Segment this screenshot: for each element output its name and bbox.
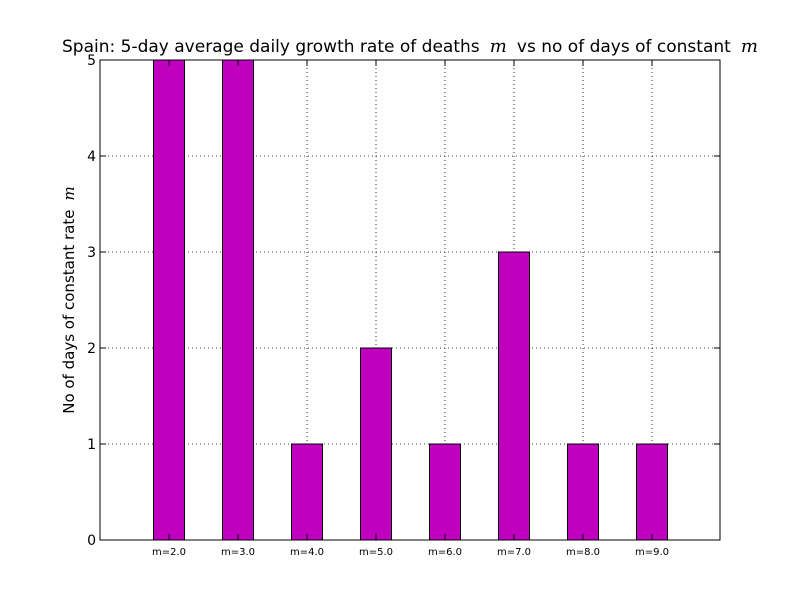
x-tick-label: m=5.0 bbox=[359, 547, 393, 558]
bar bbox=[222, 59, 254, 541]
bar bbox=[153, 59, 185, 541]
y-tick-label: 5 bbox=[87, 53, 96, 69]
x-tick-label: m=8.0 bbox=[566, 547, 600, 558]
chart-title-text: Spain: 5-day average daily growth rate o… bbox=[62, 37, 480, 57]
chart-title-middle: vs no of days of constant bbox=[517, 37, 731, 57]
y-tick-label: 0 bbox=[87, 533, 96, 549]
y-ticks: 0 1 2 3 4 5 bbox=[87, 53, 720, 549]
bar bbox=[429, 443, 461, 541]
y-tick-label: 2 bbox=[87, 341, 96, 357]
chart-title: Spain: 5-day average daily growth rate o… bbox=[62, 36, 758, 57]
bar bbox=[291, 443, 323, 541]
x-tick-label: m=3.0 bbox=[221, 547, 255, 558]
x-tick-label: m=2.0 bbox=[152, 547, 186, 558]
bar bbox=[498, 251, 530, 541]
y-tick-label: 3 bbox=[87, 245, 96, 261]
x-tick-label: m=7.0 bbox=[497, 547, 531, 558]
chart-title-symbol-end: m bbox=[741, 36, 758, 57]
x-tick-label: m=4.0 bbox=[290, 547, 324, 558]
bars bbox=[153, 59, 668, 541]
y-axis-label-symbol: m bbox=[60, 186, 78, 200]
y-axis-label-text: No of days of constant rate bbox=[60, 210, 78, 414]
plot-frame bbox=[99, 59, 721, 541]
grid bbox=[100, 60, 720, 540]
y-tick-label: 1 bbox=[87, 437, 96, 453]
y-axis-label: No of days of constant rate m bbox=[59, 186, 78, 414]
bar bbox=[360, 347, 392, 541]
chart-title-symbol: m bbox=[490, 36, 507, 57]
x-tick-label: m=6.0 bbox=[428, 547, 462, 558]
x-ticks: m=2.0 m=3.0 m=4.0 m=5.0 m=6.0 m=7.0 m=8.0 m=9.0 bbox=[152, 60, 669, 558]
y-tick-label: 4 bbox=[87, 149, 96, 165]
bar bbox=[636, 443, 668, 541]
bar bbox=[567, 443, 599, 541]
x-tick-label: m=9.0 bbox=[635, 547, 669, 558]
